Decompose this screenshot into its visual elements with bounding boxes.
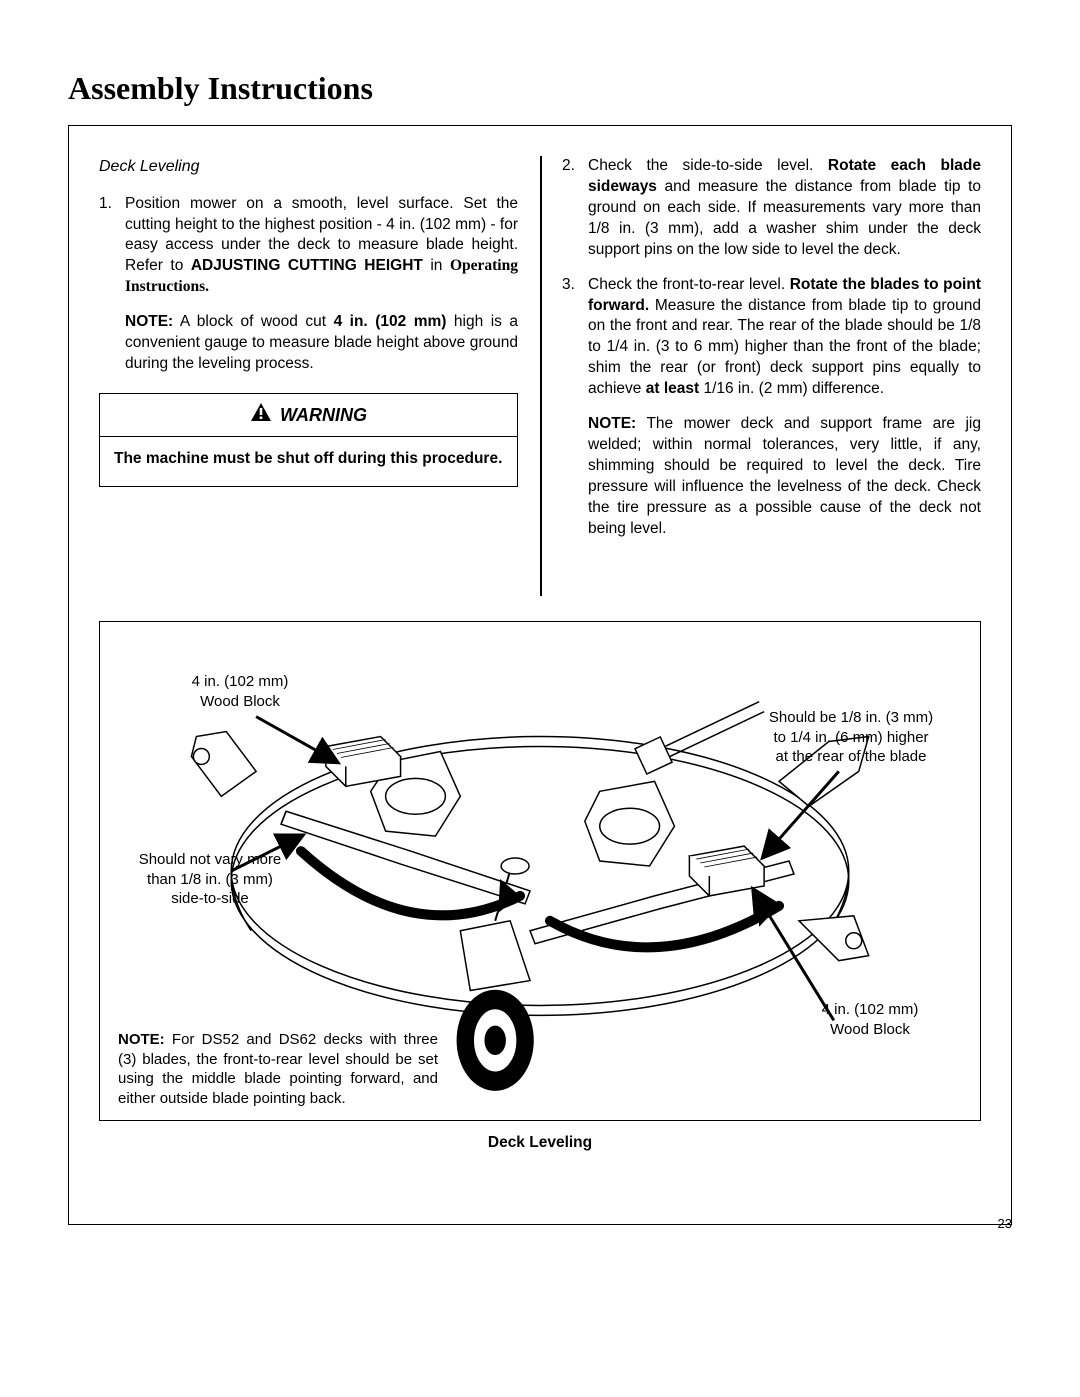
text: 1/16 in. (2 mm) difference. (699, 380, 884, 397)
column-divider (540, 156, 542, 596)
text: 4 in. (102 mm) (822, 1001, 919, 1018)
text: at the rear of the blade (776, 748, 927, 765)
page: Assembly Instructions Deck Leveling 1. P… (0, 0, 1080, 1265)
text-bold: ADJUSTING CUTTING HEIGHT (191, 257, 423, 274)
step-body: Check the side-to-side level. Rotate eac… (588, 156, 981, 261)
page-title: Assembly Instructions (68, 70, 1012, 107)
figure-caption: Deck Leveling (69, 1134, 1011, 1152)
text: to 1/4 in. (6 mm) higher (773, 729, 928, 746)
text: A block of wood cut (173, 313, 333, 330)
figure-note: NOTE: For DS52 and DS62 decks with three… (118, 1030, 438, 1108)
step-3: 3. Check the front-to-rear level. Rotate… (562, 275, 981, 540)
text: Check the side-to-side level. (588, 157, 828, 174)
left-column: Deck Leveling 1. Position mower on a smo… (99, 156, 540, 586)
step-number: 3. (562, 275, 588, 540)
text: The mower deck and support frame are jig… (588, 415, 981, 537)
callout-bottom-right: 4 in. (102 mm) Wood Block (790, 1000, 950, 1039)
note-label: NOTE: (125, 313, 173, 330)
note: NOTE: The mower deck and support frame a… (588, 414, 981, 540)
page-number: 23 (998, 1216, 1012, 1231)
text-bold: at least (646, 380, 699, 397)
warning-header: WARNING (100, 394, 517, 437)
text: Should be 1/8 in. (3 mm) (769, 709, 933, 726)
text: For DS52 and DS62 decks with three (3) b… (118, 1031, 438, 1107)
text: Should not vary more (139, 851, 282, 868)
section-heading: Deck Leveling (99, 156, 518, 178)
note-label: NOTE: (588, 415, 636, 432)
text: side-to-side (171, 890, 249, 907)
right-column: 2. Check the side-to-side level. Rotate … (540, 156, 981, 586)
text: Check the front-to-rear level. (588, 276, 790, 293)
step-body: Check the front-to-rear level. Rotate th… (588, 275, 981, 540)
warning-label: WARNING (280, 403, 367, 427)
text: 4 in. (102 mm) (192, 673, 289, 690)
text: Wood Block (200, 693, 280, 710)
step-body: Position mower on a smooth, level surfac… (125, 194, 518, 375)
text-bold: 4 in. (102 mm) (334, 313, 447, 330)
text: than 1/8 in. (3 mm) (147, 871, 273, 888)
content-frame: Deck Leveling 1. Position mower on a smo… (68, 125, 1012, 1225)
step-number: 2. (562, 156, 588, 261)
warning-body: The machine must be shut off during this… (100, 437, 517, 486)
step-2: 2. Check the side-to-side level. Rotate … (562, 156, 981, 261)
step-number: 1. (99, 194, 125, 375)
callout-top-right: Should be 1/8 in. (3 mm) to 1/4 in. (6 m… (746, 708, 956, 767)
callout-top-left: 4 in. (102 mm) Wood Block (160, 672, 320, 711)
callout-mid-left: Should not vary more than 1/8 in. (3 mm)… (110, 850, 310, 909)
step-1: 1. Position mower on a smooth, level sur… (99, 194, 518, 375)
text: in (423, 257, 450, 274)
note: NOTE: A block of wood cut 4 in. (102 mm)… (125, 312, 518, 375)
text: Wood Block (830, 1021, 910, 1038)
note-label: NOTE: (118, 1031, 165, 1048)
warning-box: WARNING The machine must be shut off dur… (99, 393, 518, 487)
figure-frame: 4 in. (102 mm) Wood Block Should not var… (99, 621, 981, 1121)
warning-icon (250, 402, 272, 428)
